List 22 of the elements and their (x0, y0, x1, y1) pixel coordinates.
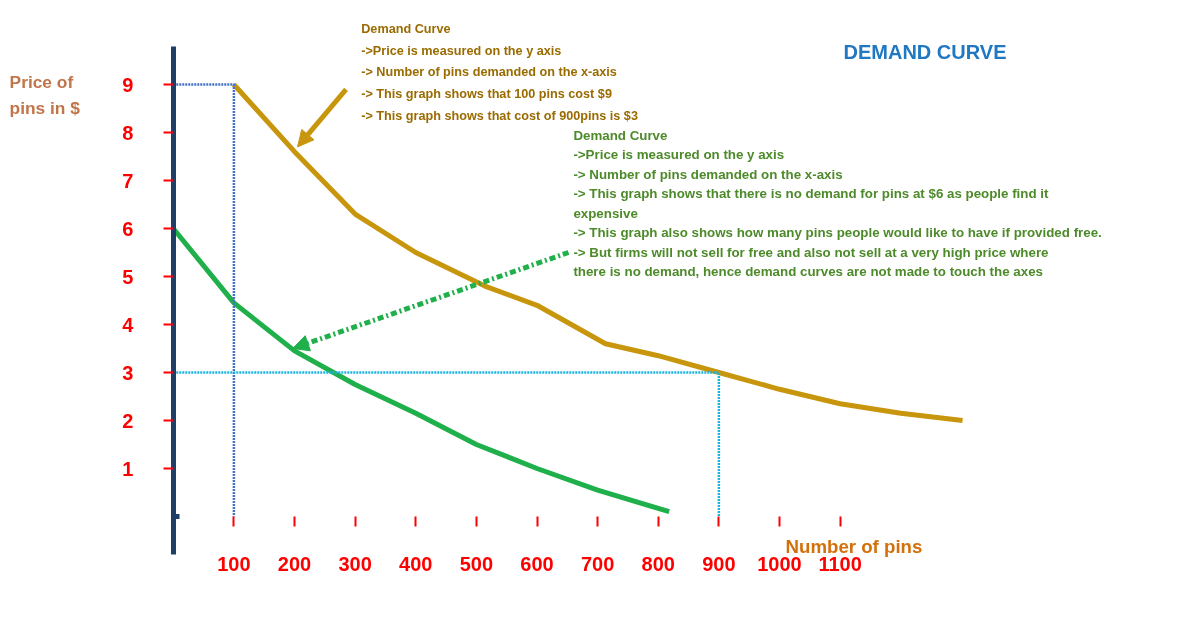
y-tick-label: 6 (122, 217, 134, 240)
annotation: Demand Curve ->Price is measured on the y axis -> Number of pins demanded on the x-axis -> This graph shows that there is no demand for pins at $6 as people find it expensive -> This graph also shows how many pins people would like to have if provided free. -> But firms will not sell for free and also not sell at a very high price where there is no demand, hence demand curves are not made to touch the axes (573, 127, 1102, 280)
x-tick-label: 100 (217, 552, 251, 575)
y-axis-title: Price of pins in $ (9, 72, 81, 119)
y-tick-label: 8 (122, 121, 134, 144)
y-tick-label: 1 (122, 457, 134, 480)
x-tick-label: 200 (277, 552, 312, 575)
x-tick-label: 500 (459, 552, 494, 575)
y-tick-label: 3 (122, 361, 134, 384)
x-tick-label: 800 (641, 552, 675, 575)
annotation: Demand Curve ->Price is measured on the y axis -> Number of pins demanded on the x-axis -> This graph shows that 100 pins cost $9 -> This graph shows that cost of 900pins is $3 (361, 22, 638, 123)
x-tick-label: 600 (520, 552, 554, 575)
y-tick-label: 2 (122, 409, 134, 432)
y-tick-label: 7 (122, 169, 134, 192)
x-tick-label: 300 (338, 552, 372, 575)
y-tick-label: 4 (122, 313, 135, 336)
x-tick-label: 900 (702, 552, 736, 575)
y-tick-label: 9 (122, 73, 134, 96)
y-tick-label: 5 (122, 265, 134, 288)
text: DEMAND CURVE (843, 40, 1007, 63)
x-tick-label: 400 (399, 552, 433, 575)
x-tick-label: 700 (580, 552, 615, 575)
